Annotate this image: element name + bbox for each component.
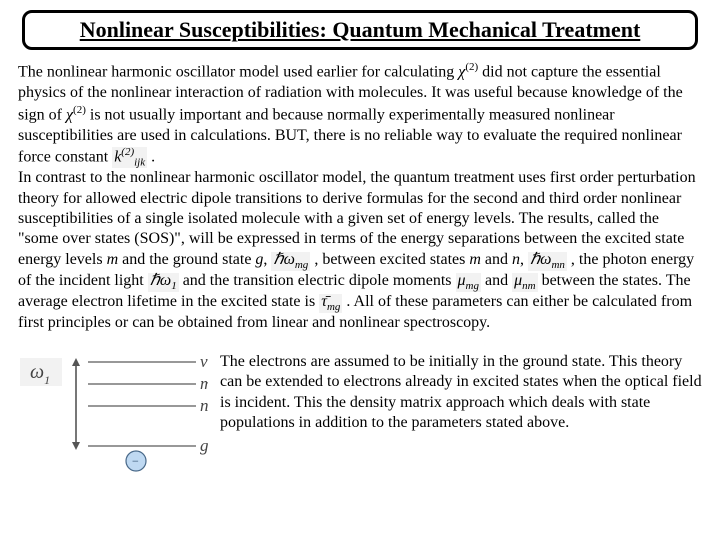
svg-text:−: − (132, 454, 139, 468)
hbar-omega-mn: ℏωmn (528, 252, 567, 271)
levels: ν m n g (88, 352, 208, 455)
svg-text:ν: ν (200, 352, 208, 371)
chi-symbol: χ (66, 107, 73, 124)
title-box: Nonlinear Susceptibilities: Quantum Mech… (22, 10, 698, 50)
force-constant: k(2)ijk (112, 147, 147, 169)
text: and (481, 272, 512, 289)
energy-level-diagram: ω1 ν m n g − (18, 348, 208, 478)
var-m: m (107, 251, 119, 268)
var-n: n (512, 251, 520, 268)
tau-mg: τ̄mg (319, 294, 342, 313)
var-m: m (469, 251, 481, 268)
mu-nm: μnm (512, 273, 537, 292)
text: and the transition electric dipole momen… (179, 272, 456, 289)
hbar-omega-1: ℏω1 (148, 273, 179, 292)
svg-text:g: g (200, 436, 208, 455)
text: , (263, 251, 271, 268)
hbar-omega-mg: ℏωmg (271, 252, 310, 271)
svg-text:m: m (200, 374, 208, 393)
page-title: Nonlinear Susceptibilities: Quantum Mech… (35, 17, 685, 43)
text: , between excited states (310, 251, 469, 268)
bottom-paragraph: The electrons are assumed to be initiall… (220, 348, 702, 434)
svg-text:n: n (200, 396, 208, 415)
text: . (147, 148, 155, 165)
chi-sup: (2) (73, 104, 86, 116)
chi-sup: (2) (465, 61, 478, 73)
text: The nonlinear harmonic oscillator model … (18, 63, 458, 80)
text: , (520, 251, 528, 268)
text: and the ground state (118, 251, 255, 268)
body-paragraphs: The nonlinear harmonic oscillator model … (18, 60, 702, 334)
text: and (481, 251, 512, 268)
mu-mg: μmg (456, 273, 481, 292)
